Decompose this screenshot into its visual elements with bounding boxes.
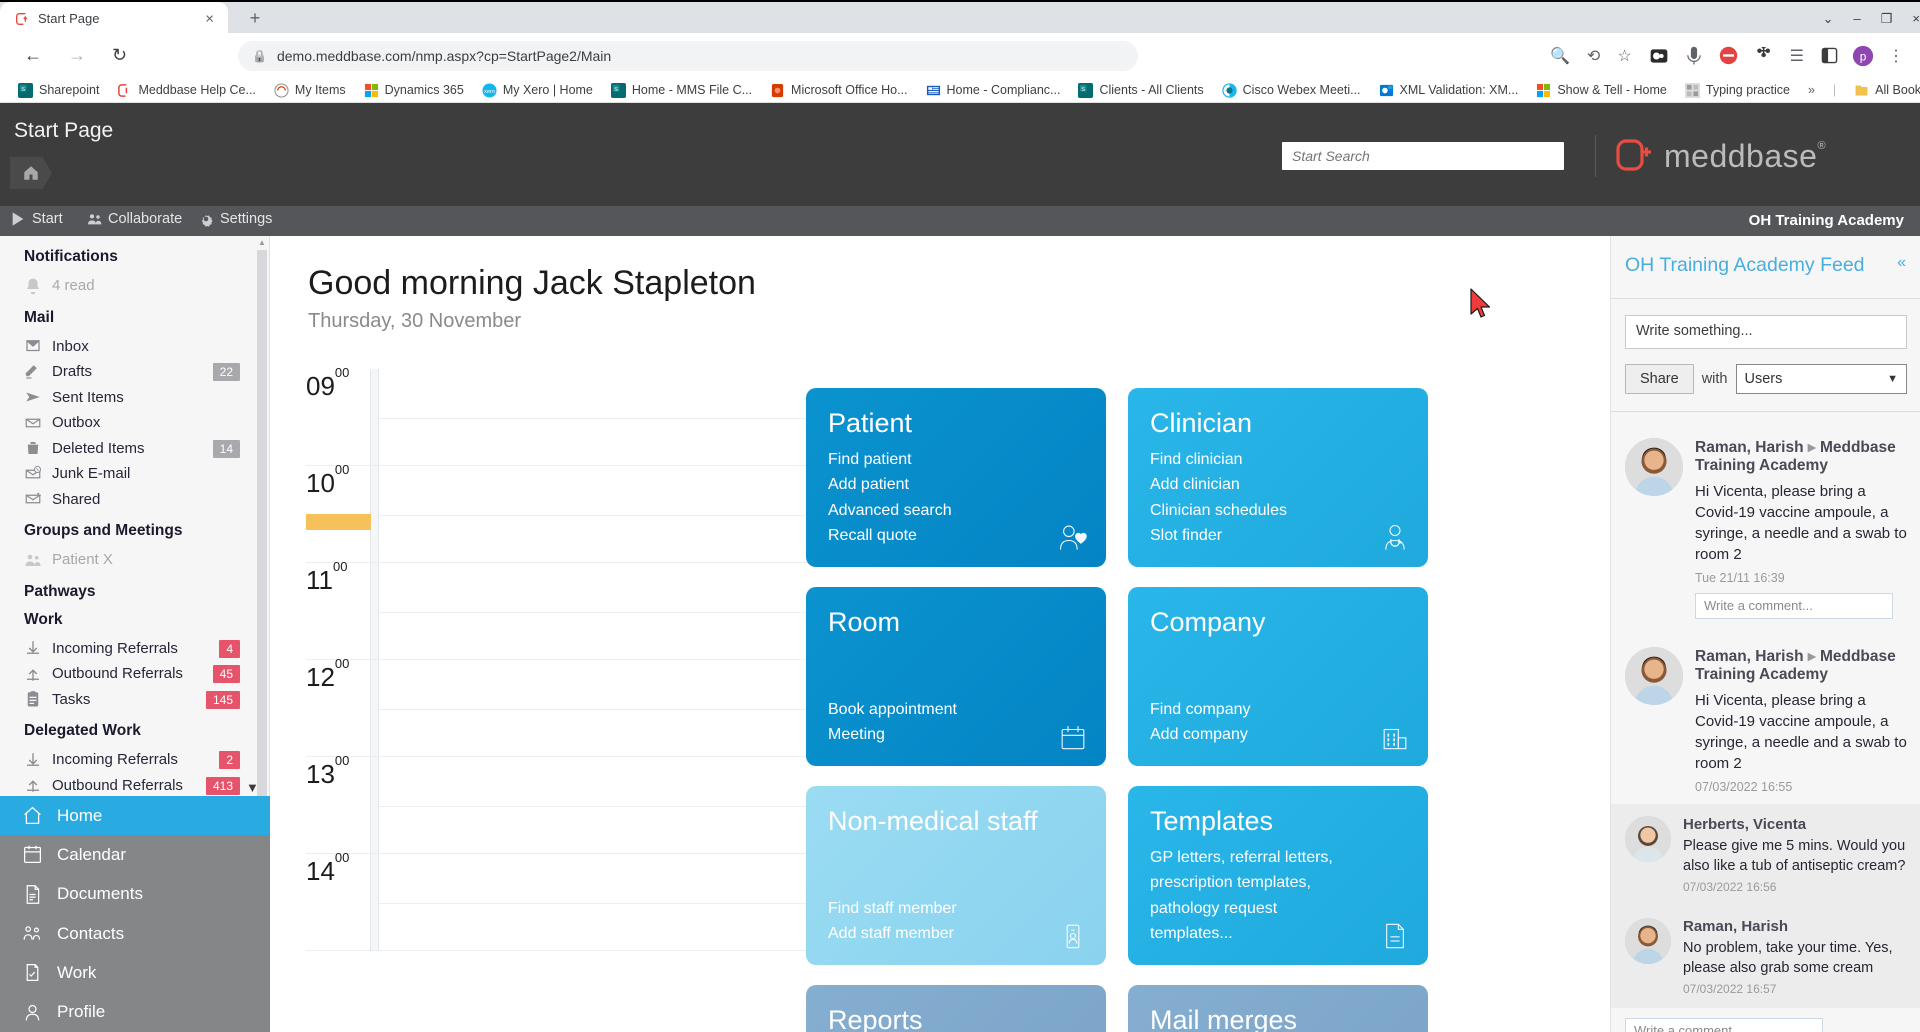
svg-text:S: S <box>1082 86 1086 92</box>
svg-text:p: p <box>1860 49 1867 63</box>
svg-text:xero: xero <box>484 88 495 94</box>
svg-text:S: S <box>21 86 25 92</box>
svg-text:S: S <box>614 86 618 92</box>
